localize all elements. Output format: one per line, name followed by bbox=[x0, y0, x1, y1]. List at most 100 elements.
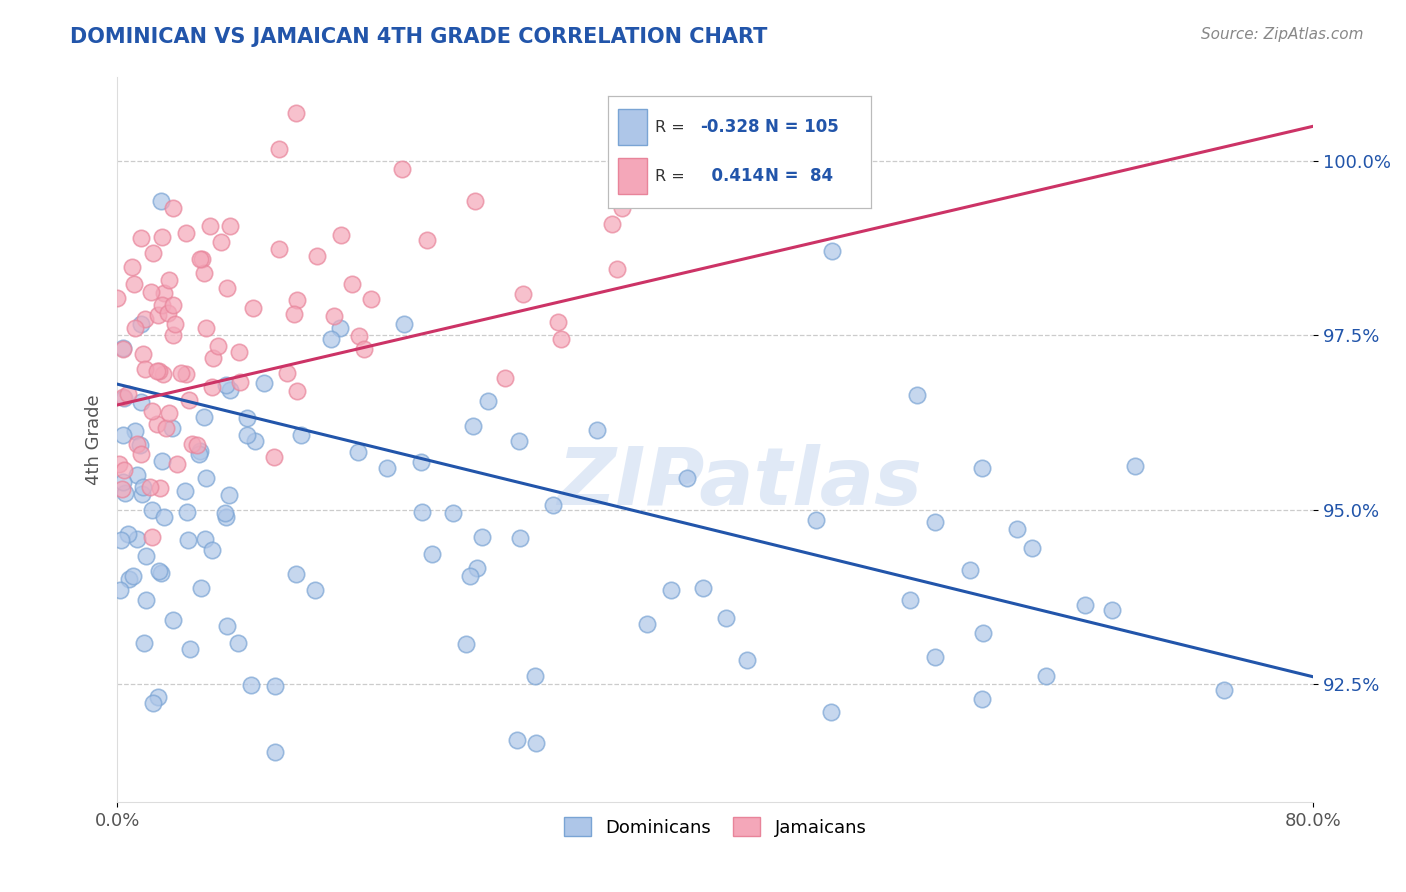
Point bbox=[157, 273, 180, 287]
Point bbox=[263, 679, 285, 693]
Point bbox=[148, 690, 170, 705]
Point bbox=[659, 582, 682, 597]
Point bbox=[187, 447, 209, 461]
Point bbox=[138, 480, 160, 494]
Point bbox=[464, 194, 486, 208]
Point bbox=[141, 404, 163, 418]
Point bbox=[972, 625, 994, 640]
Point bbox=[1074, 598, 1097, 612]
Point bbox=[201, 543, 224, 558]
Point bbox=[141, 285, 163, 299]
Point bbox=[229, 375, 252, 389]
Point bbox=[124, 277, 146, 292]
Point bbox=[117, 387, 139, 401]
Point bbox=[217, 619, 239, 633]
Point bbox=[112, 390, 135, 404]
Point bbox=[142, 696, 165, 710]
Point bbox=[416, 233, 439, 247]
Y-axis label: 4th Grade: 4th Grade bbox=[86, 394, 103, 485]
Point bbox=[129, 231, 152, 245]
Point bbox=[141, 503, 163, 517]
Point bbox=[174, 227, 197, 241]
Point bbox=[108, 583, 131, 598]
Point bbox=[319, 332, 342, 346]
Point bbox=[285, 384, 308, 398]
Point bbox=[153, 510, 176, 524]
Point bbox=[131, 447, 153, 461]
Point bbox=[610, 201, 633, 215]
Point bbox=[125, 437, 148, 451]
Point bbox=[240, 678, 263, 692]
Point bbox=[509, 531, 531, 545]
Point bbox=[636, 617, 658, 632]
Point bbox=[253, 376, 276, 390]
Point bbox=[420, 548, 443, 562]
Point bbox=[340, 277, 363, 292]
Point bbox=[155, 420, 177, 434]
Point bbox=[152, 367, 174, 381]
Point bbox=[477, 394, 499, 409]
Point bbox=[142, 246, 165, 260]
Point bbox=[131, 394, 153, 409]
Point bbox=[1123, 458, 1146, 473]
Point bbox=[284, 567, 307, 582]
Point bbox=[108, 457, 131, 471]
Point bbox=[346, 445, 368, 459]
Point bbox=[190, 581, 212, 595]
Point bbox=[349, 329, 371, 343]
Point bbox=[176, 505, 198, 519]
Point bbox=[550, 332, 572, 346]
Point bbox=[177, 392, 200, 407]
Point bbox=[188, 252, 211, 267]
Point bbox=[135, 593, 157, 607]
Point bbox=[290, 427, 312, 442]
Point bbox=[128, 438, 150, 452]
Point bbox=[330, 227, 353, 242]
Point bbox=[228, 344, 250, 359]
Point bbox=[170, 366, 193, 380]
Point bbox=[193, 266, 215, 280]
Point bbox=[146, 364, 169, 378]
Point bbox=[441, 506, 464, 520]
Point bbox=[304, 583, 326, 598]
Point bbox=[131, 487, 153, 501]
Point bbox=[494, 371, 516, 385]
Point bbox=[112, 391, 135, 405]
Point bbox=[173, 483, 195, 498]
Point bbox=[411, 505, 433, 519]
Point bbox=[970, 461, 993, 475]
Point bbox=[676, 471, 699, 485]
Point bbox=[195, 471, 218, 485]
Point bbox=[127, 468, 149, 483]
Point bbox=[391, 161, 413, 176]
Point bbox=[215, 509, 238, 524]
Point bbox=[924, 515, 946, 529]
Point bbox=[215, 378, 238, 392]
Point bbox=[111, 342, 134, 356]
Point bbox=[547, 315, 569, 329]
Point bbox=[1101, 603, 1123, 617]
Point bbox=[735, 653, 758, 667]
Point bbox=[179, 642, 201, 657]
Point bbox=[219, 219, 242, 233]
Point bbox=[411, 455, 433, 469]
Point bbox=[821, 244, 844, 259]
Point bbox=[129, 317, 152, 331]
Text: DOMINICAN VS JAMAICAN 4TH GRADE CORRELATION CHART: DOMINICAN VS JAMAICAN 4TH GRADE CORRELAT… bbox=[70, 27, 768, 46]
Point bbox=[898, 593, 921, 607]
Point bbox=[149, 194, 172, 208]
Point bbox=[149, 566, 172, 580]
Point bbox=[146, 417, 169, 432]
Point bbox=[181, 436, 204, 450]
Point bbox=[264, 745, 287, 759]
Point bbox=[148, 564, 170, 578]
Point bbox=[285, 293, 308, 307]
Point bbox=[149, 482, 172, 496]
Point bbox=[150, 298, 173, 312]
Point bbox=[201, 380, 224, 394]
Point bbox=[156, 306, 179, 320]
Point bbox=[127, 532, 149, 546]
Point bbox=[353, 343, 375, 357]
Point bbox=[135, 549, 157, 563]
Point bbox=[375, 460, 398, 475]
